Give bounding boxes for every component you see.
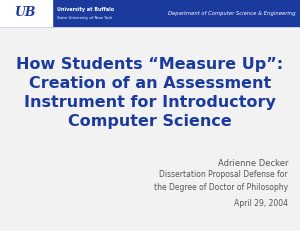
- Bar: [0, 0, 52, 26]
- Text: How Students “Measure Up”:
Creation of an Assessment
Instrument for Introductory: How Students “Measure Up”: Creation of a…: [16, 57, 283, 129]
- Text: April 29, 2004: April 29, 2004: [234, 198, 288, 207]
- Text: Department of Computer Science & Engineering: Department of Computer Science & Enginee…: [168, 10, 296, 15]
- Text: State University of New York: State University of New York: [57, 16, 112, 20]
- Bar: [0, 0, 300, 26]
- Text: UB: UB: [15, 6, 37, 19]
- Text: Dissertation Proposal Defense for
the Degree of Doctor of Philosophy: Dissertation Proposal Defense for the De…: [154, 170, 288, 192]
- Text: Adrienne Decker: Adrienne Decker: [218, 158, 288, 167]
- Text: University at Buffalo: University at Buffalo: [57, 7, 114, 12]
